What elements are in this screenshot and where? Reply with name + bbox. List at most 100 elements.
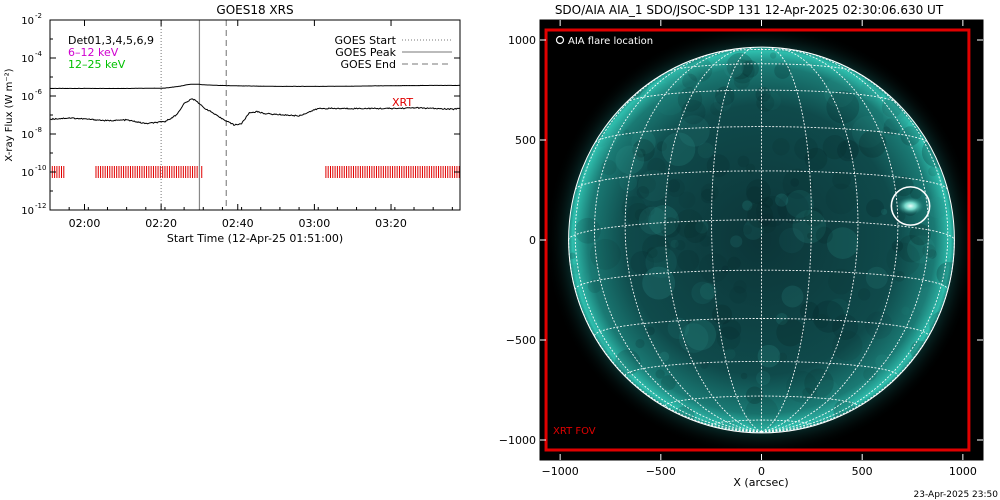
footer-timestamp: 23-Apr-2025 23:50 bbox=[914, 490, 999, 500]
goes-y-tick-exponent: -12 bbox=[35, 202, 46, 210]
goes-legend-low-band: 6–12 keV bbox=[68, 46, 119, 59]
aia-texture-blob bbox=[807, 232, 814, 240]
aia-texture-blob bbox=[785, 189, 814, 218]
aia-texture-blob bbox=[886, 242, 921, 277]
aia-texture-blob bbox=[804, 147, 828, 171]
aia-texture-blob bbox=[742, 200, 753, 211]
goes-y-tick-exponent: -6 bbox=[35, 88, 43, 96]
aia-grid-longitude bbox=[664, 47, 762, 433]
aia-texture-blob bbox=[774, 62, 791, 79]
aia-texture-blob bbox=[946, 258, 955, 266]
aia-grid-longitude bbox=[593, 49, 762, 433]
aia-grid-longitude bbox=[761, 47, 859, 433]
aia-texture-blob bbox=[634, 208, 648, 222]
goes-x-tick-label: 03:00 bbox=[299, 217, 331, 230]
aia-texture-blob bbox=[626, 202, 651, 228]
aia-texture-blob bbox=[637, 174, 656, 194]
aia-flare-legend-circle-icon bbox=[555, 35, 565, 45]
aia-texture-blob bbox=[922, 244, 936, 258]
aia-texture-blob bbox=[674, 209, 704, 239]
goes-x-tick-label: 02:40 bbox=[222, 217, 254, 230]
aia-texture-blob bbox=[769, 52, 777, 59]
aia-texture-blob bbox=[645, 326, 655, 336]
aia-texture-blob bbox=[655, 369, 665, 379]
goes-y-tick-exponent: -8 bbox=[35, 126, 42, 134]
aia-texture-blob bbox=[901, 306, 910, 316]
aia-texture-blob bbox=[647, 157, 666, 177]
goes-legend-detectors-label: Det01,3,4,5,6,9 bbox=[68, 34, 154, 47]
aia-texture-blob bbox=[832, 170, 851, 190]
aia-texture-blob bbox=[667, 317, 690, 340]
aia-texture-blob bbox=[678, 115, 710, 147]
aia-heliographic-grid bbox=[568, 46, 955, 434]
aia-texture-blob bbox=[747, 202, 773, 229]
aia-texture-blob bbox=[814, 314, 829, 329]
aia-texture-blob bbox=[777, 192, 809, 224]
aia-texture-blob bbox=[677, 249, 700, 272]
aia-texture-blob bbox=[619, 173, 638, 192]
aia-grid-longitude bbox=[574, 62, 762, 433]
aia-texture-blob bbox=[745, 163, 756, 174]
aia-texture-blob bbox=[863, 367, 877, 382]
goes-y-tick-label: 10 bbox=[21, 16, 34, 27]
aia-texture-blob bbox=[721, 319, 742, 340]
goes-series-line bbox=[50, 83, 460, 90]
aia-texture-blob bbox=[742, 224, 752, 235]
aia-texture-blob bbox=[891, 240, 904, 252]
aia-texture-blob bbox=[812, 300, 845, 333]
aia-texture-blob bbox=[636, 148, 646, 158]
aia-texture-blob bbox=[858, 130, 887, 158]
aia-texture-blob bbox=[682, 71, 701, 90]
aia-texture-blob bbox=[730, 59, 755, 84]
aia-texture-blob bbox=[858, 288, 871, 301]
aia-texture-blob bbox=[684, 318, 717, 351]
aia-texture-blob bbox=[695, 220, 709, 234]
aia-texture-blob bbox=[782, 168, 813, 199]
aia-texture-blob bbox=[866, 199, 885, 218]
aia-texture-blob bbox=[762, 92, 781, 111]
goes-y-tick-label: 10 bbox=[21, 92, 34, 103]
aia-grid-longitude bbox=[761, 49, 930, 433]
aia-flare-brightening bbox=[896, 197, 925, 215]
aia-texture-blob bbox=[589, 238, 621, 270]
goes-title: GOES18 XRS bbox=[216, 3, 293, 17]
aia-y-tick-label: 0 bbox=[529, 234, 536, 247]
aia-y-tick-label: −500 bbox=[506, 334, 536, 347]
aia-texture-blob bbox=[757, 344, 781, 368]
aia-texture-blob bbox=[686, 56, 713, 83]
aia-texture-blob bbox=[670, 239, 679, 248]
aia-texture-blob bbox=[756, 195, 788, 228]
aia-grid-longitude bbox=[711, 47, 762, 433]
aia-texture-blob bbox=[746, 186, 764, 204]
aia-texture-blob bbox=[642, 266, 676, 300]
aia-texture-blob bbox=[644, 205, 655, 216]
aia-texture-blob bbox=[927, 249, 937, 259]
aia-texture-blob bbox=[587, 279, 602, 293]
goes-legend-entry-label: GOES End bbox=[340, 58, 396, 71]
aia-texture-blob bbox=[792, 209, 827, 244]
aia-texture-blob bbox=[677, 87, 703, 112]
aia-texture-blob bbox=[865, 266, 888, 289]
aia-texture-blob bbox=[723, 57, 744, 78]
aia-x-tick-label: −500 bbox=[646, 465, 676, 478]
aia-texture-blob bbox=[897, 234, 926, 263]
aia-texture-blob bbox=[700, 188, 716, 204]
aia-texture-blob bbox=[822, 135, 847, 160]
aia-grid-longitude bbox=[761, 47, 812, 433]
aia-limb bbox=[568, 46, 955, 434]
aia-x-tick-label: −1000 bbox=[542, 465, 579, 478]
aia-texture-blob bbox=[645, 246, 677, 278]
aia-texture-blob bbox=[781, 285, 804, 308]
goes-xrt-coverage bbox=[50, 166, 460, 178]
aia-texture-blob bbox=[875, 354, 890, 369]
aia-grid-longitude bbox=[568, 239, 762, 433]
goes-legend-entry-label: GOES Peak bbox=[335, 46, 396, 59]
aia-texture-blob bbox=[700, 183, 719, 202]
aia-grid-longitude bbox=[761, 62, 949, 433]
aia-texture-blob bbox=[828, 268, 854, 295]
aia-texture-blob bbox=[635, 338, 645, 349]
aia-texture-blob bbox=[678, 191, 696, 209]
aia-texture-blob bbox=[667, 179, 681, 193]
aia-texture-blob bbox=[746, 179, 771, 204]
